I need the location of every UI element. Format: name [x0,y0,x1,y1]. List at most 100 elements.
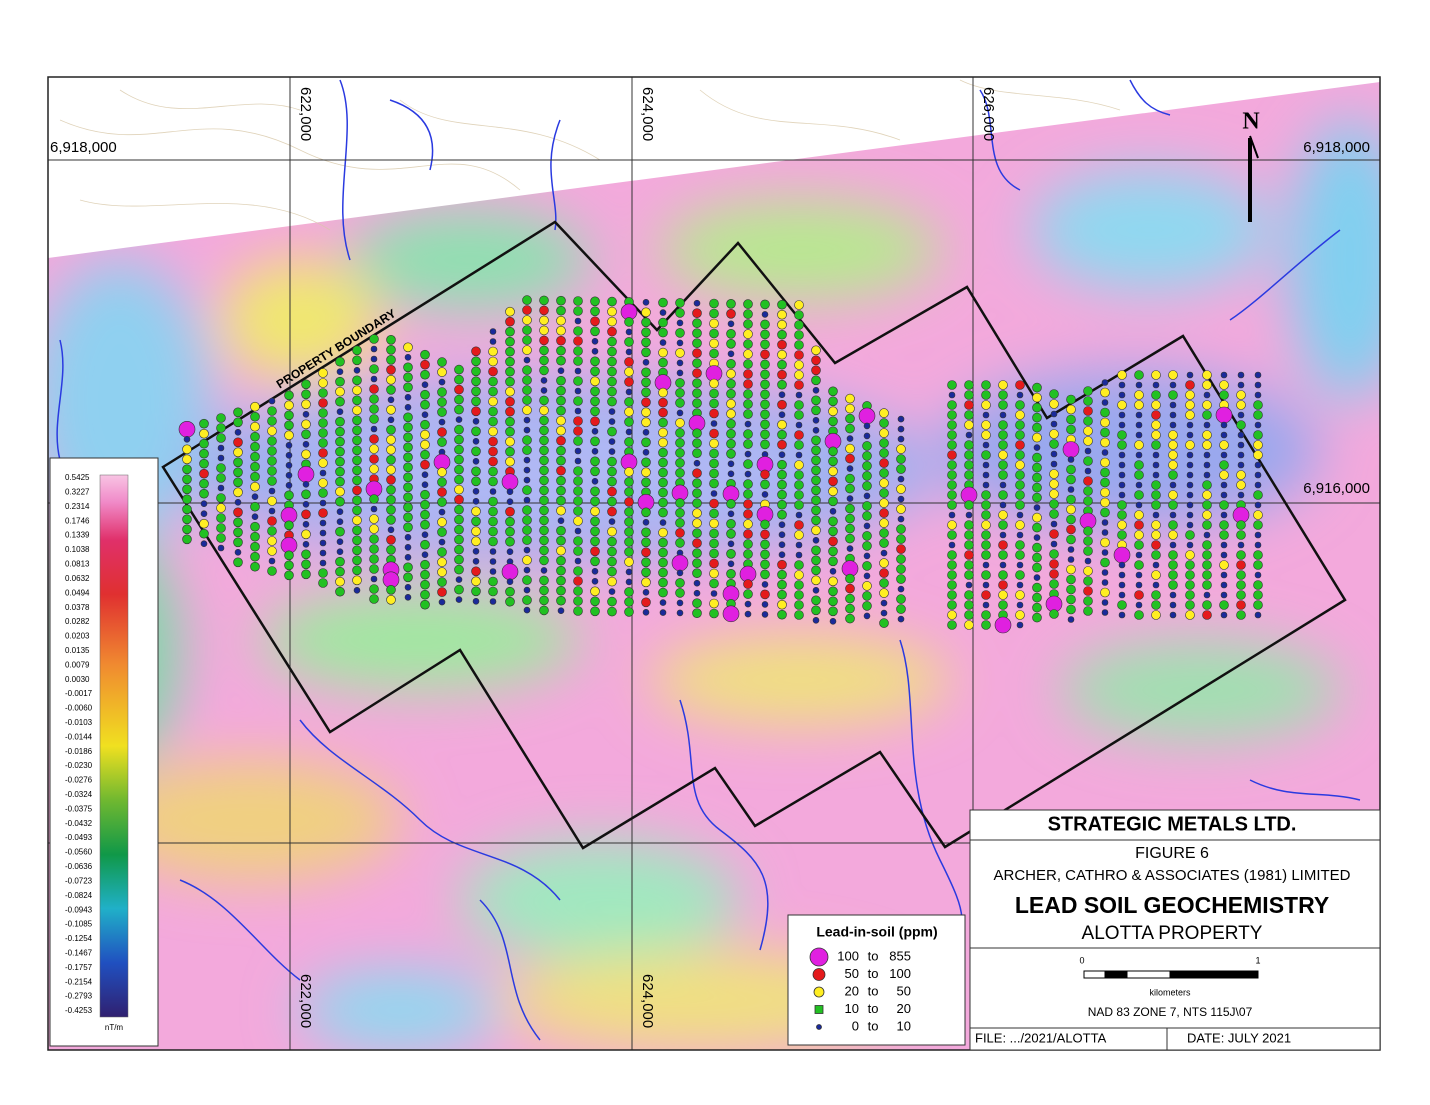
sample-dot [539,515,549,526]
sample-dot [250,461,260,472]
colorbar-label: -0.4253 [65,1006,93,1015]
colorbar-label: -0.1467 [65,948,93,957]
sample-dot [794,350,804,360]
sample-dot [863,552,871,560]
sample-dot [879,488,889,498]
sample-dot [777,609,787,620]
sample-dot [404,583,412,591]
sample-dot [743,579,753,589]
colorbar-unit: nT/m [105,1023,124,1032]
sample-dot [420,579,430,590]
sample-dot [233,457,243,468]
sample-dot [760,399,770,410]
sample-dot [1015,450,1025,460]
sample-dot [574,367,582,375]
sample-dot [1168,530,1178,540]
sample-dot [896,454,906,464]
sample-dot [250,441,260,452]
sample-dot [591,477,599,485]
sample-dot [845,423,855,434]
sample-dot [1015,550,1025,560]
sample-dot [590,306,600,317]
consultant: ARCHER, CATHRO & ASSOCIATES (1981) LIMIT… [993,867,1350,884]
sample-dot [556,405,566,416]
sample-dot [387,526,395,534]
sample-dot [454,454,464,465]
sample-dot [1186,481,1194,489]
sample-dot [726,438,736,449]
sample-dot [1185,600,1195,610]
sample-dot [947,500,957,510]
colorbar-label: -0.0493 [65,833,93,842]
sample-dot [947,520,957,530]
sample-dot [284,520,294,531]
sample-dot [964,390,974,400]
sample-dot [727,320,735,328]
sample-dot [1186,511,1194,519]
sample-dot [709,468,719,479]
sample-dot [1219,470,1229,480]
sample-dot [573,336,583,346]
sample-dot [454,494,464,505]
sample-dot [1101,599,1109,606]
sample-dot [556,305,566,316]
sample-dot [182,534,192,545]
sample-dot [896,464,906,474]
sample-dot [964,420,974,430]
sample-dot [624,417,634,427]
sample-dot [676,409,684,417]
sample-dot [1220,511,1228,519]
sample-dot [709,548,719,559]
sample-dot [659,599,667,606]
sample-dot [352,545,362,556]
sample-dot [590,546,600,557]
sample-dot [471,366,481,377]
sample-dot [1237,451,1245,459]
sample-dot [1067,616,1075,623]
sample-dot [845,613,855,624]
sample-dot [233,537,243,548]
colorbar-label: -0.0723 [65,876,93,885]
sample-dot [267,526,277,536]
sample-dot [217,444,225,452]
sample-dot [420,599,430,610]
sample-dot [523,566,531,574]
sample-dot [998,430,1008,440]
sample-dot [658,527,668,538]
sample-dot [1253,440,1263,450]
sample-dot [1117,440,1127,450]
sample-dot [760,299,770,310]
sample-dot [760,479,770,490]
sample-dot [998,510,1008,520]
sample-dot [251,513,259,521]
sample-dot [1202,510,1212,520]
sample-dot [1032,412,1042,423]
sample-dot [743,519,753,529]
sample-dot [369,414,379,424]
sample-dot [590,516,600,527]
sample-dot [284,430,294,441]
sample-dot [964,600,974,610]
sample-dot [1100,417,1110,428]
sample-dot [1185,400,1195,410]
sample-dot [471,346,481,357]
sample-dot [862,591,872,601]
sample-dot [675,428,685,438]
sample-dot [1083,546,1093,556]
sample-dot [1135,411,1143,419]
sample-dot [522,555,532,565]
sample-dot [642,608,650,616]
sample-dot [1100,497,1110,508]
sample-dot [590,456,600,467]
sample-dot [658,397,668,408]
sample-dot [557,367,565,375]
sample-dot [217,544,225,552]
sample-dot [761,311,769,318]
sample-dot [1152,511,1160,519]
sample-dot [845,583,855,594]
easting-label: 626,000 [980,87,997,141]
sample-dot [778,521,786,529]
sample-dot [1049,429,1059,439]
sample-dot [182,474,192,485]
